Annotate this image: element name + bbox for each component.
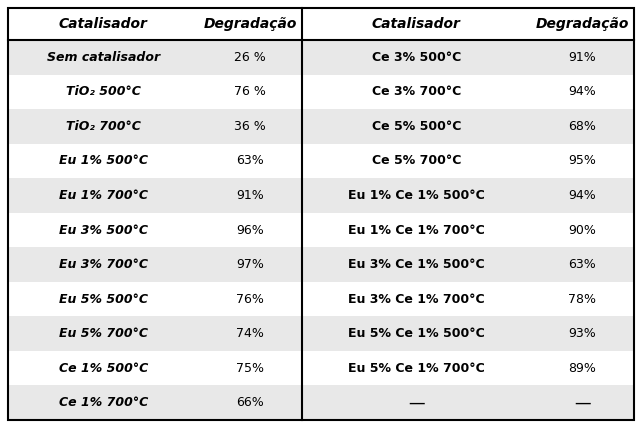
Bar (530, 386, 634, 420)
Text: 66%: 66% (236, 396, 264, 409)
Bar (8, 316, 198, 351)
Bar (198, 213, 302, 247)
Text: Eu 1% Ce 1% 700°C: Eu 1% Ce 1% 700°C (348, 223, 485, 237)
Bar (530, 40, 634, 74)
Bar (302, 8, 530, 40)
Text: Degradação: Degradação (204, 17, 297, 31)
Text: Ce 3% 700°C: Ce 3% 700°C (372, 85, 461, 98)
Bar (198, 144, 302, 178)
Text: Eu 3% Ce 1% 500°C: Eu 3% Ce 1% 500°C (348, 258, 485, 271)
Bar (198, 351, 302, 386)
Bar (198, 74, 302, 109)
Bar (530, 178, 634, 213)
Text: 90%: 90% (568, 223, 596, 237)
Text: 75%: 75% (236, 362, 265, 374)
Bar (8, 178, 198, 213)
Text: Ce 1% 700°C: Ce 1% 700°C (58, 396, 148, 409)
Bar (530, 74, 634, 109)
Text: 74%: 74% (236, 327, 264, 340)
Bar (198, 40, 302, 74)
Bar (198, 178, 302, 213)
Text: Catalisador: Catalisador (372, 17, 461, 31)
Text: Eu 1% 700°C: Eu 1% 700°C (59, 189, 148, 202)
Text: Sem catalisador: Sem catalisador (47, 51, 160, 64)
Bar (8, 351, 198, 386)
Bar (198, 282, 302, 316)
Text: 97%: 97% (236, 258, 264, 271)
Text: —: — (574, 394, 591, 412)
Text: 89%: 89% (568, 362, 596, 374)
Bar (302, 144, 530, 178)
Text: 68%: 68% (568, 120, 596, 133)
Text: 91%: 91% (568, 51, 596, 64)
Bar (8, 386, 198, 420)
Text: Catalisador: Catalisador (59, 17, 148, 31)
Bar (198, 386, 302, 420)
Bar (530, 144, 634, 178)
Text: 36 %: 36 % (234, 120, 266, 133)
Bar (8, 247, 198, 282)
Text: Eu 5% Ce 1% 700°C: Eu 5% Ce 1% 700°C (348, 362, 485, 374)
Bar (198, 316, 302, 351)
Bar (8, 8, 198, 40)
Bar (8, 74, 198, 109)
Text: Eu 1% 500°C: Eu 1% 500°C (59, 155, 148, 167)
Bar (302, 386, 530, 420)
Text: 26 %: 26 % (234, 51, 266, 64)
Bar (302, 178, 530, 213)
Bar (530, 8, 634, 40)
Bar (302, 109, 530, 144)
Text: 94%: 94% (568, 85, 596, 98)
Bar (8, 109, 198, 144)
Bar (302, 247, 530, 282)
Text: 91%: 91% (236, 189, 264, 202)
Text: Ce 5% 700°C: Ce 5% 700°C (372, 155, 461, 167)
Bar (530, 351, 634, 386)
Text: Ce 5% 500°C: Ce 5% 500°C (372, 120, 461, 133)
Text: Eu 5% Ce 1% 500°C: Eu 5% Ce 1% 500°C (348, 327, 485, 340)
Text: 63%: 63% (236, 155, 264, 167)
Bar (8, 213, 198, 247)
Text: 93%: 93% (568, 327, 596, 340)
Text: 76%: 76% (236, 293, 264, 306)
Text: 78%: 78% (568, 293, 596, 306)
Bar (198, 247, 302, 282)
Text: 94%: 94% (568, 189, 596, 202)
Bar (302, 74, 530, 109)
Text: Eu 3% Ce 1% 700°C: Eu 3% Ce 1% 700°C (348, 293, 485, 306)
Bar (530, 213, 634, 247)
Text: Degradação: Degradação (535, 17, 629, 31)
Bar (198, 109, 302, 144)
Text: TiO₂ 500°C: TiO₂ 500°C (66, 85, 141, 98)
Text: Eu 3% 700°C: Eu 3% 700°C (59, 258, 148, 271)
Text: Ce 3% 500°C: Ce 3% 500°C (372, 51, 461, 64)
Bar (302, 282, 530, 316)
Bar (8, 40, 198, 74)
Text: —: — (408, 394, 424, 412)
Bar (8, 282, 198, 316)
Text: TiO₂ 700°C: TiO₂ 700°C (66, 120, 141, 133)
Text: 96%: 96% (236, 223, 264, 237)
Bar (302, 351, 530, 386)
Text: 76 %: 76 % (234, 85, 266, 98)
Bar (530, 109, 634, 144)
Bar (302, 316, 530, 351)
Bar (530, 282, 634, 316)
Bar (198, 8, 302, 40)
Bar (530, 316, 634, 351)
Text: Eu 1% Ce 1% 500°C: Eu 1% Ce 1% 500°C (348, 189, 485, 202)
Text: Ce 1% 500°C: Ce 1% 500°C (58, 362, 148, 374)
Text: Eu 5% 500°C: Eu 5% 500°C (59, 293, 148, 306)
Text: Eu 3% 500°C: Eu 3% 500°C (59, 223, 148, 237)
Text: 95%: 95% (568, 155, 596, 167)
Text: Eu 5% 700°C: Eu 5% 700°C (59, 327, 148, 340)
Bar (530, 247, 634, 282)
Text: 63%: 63% (568, 258, 596, 271)
Bar (302, 213, 530, 247)
Bar (302, 40, 530, 74)
Bar (8, 144, 198, 178)
